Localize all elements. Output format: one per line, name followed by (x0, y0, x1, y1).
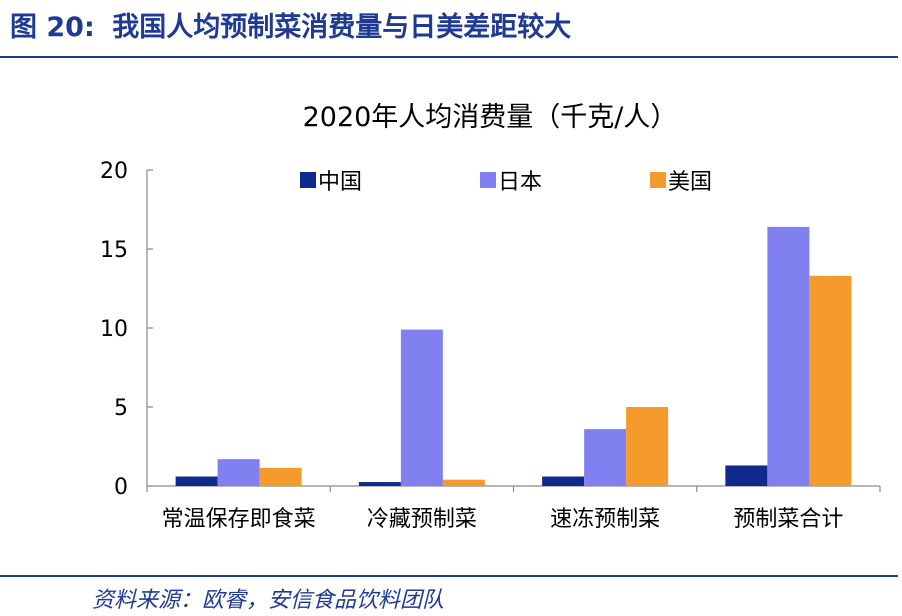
y-tick-label: 20 (100, 159, 128, 184)
x-tick-label: 冷藏预制菜 (367, 507, 477, 532)
y-tick-label: 0 (114, 475, 128, 500)
bottom-divider (0, 575, 898, 577)
figure-label: 图 20: (10, 12, 104, 43)
legend-label: 日本 (498, 170, 542, 195)
bar (358, 482, 401, 486)
x-axis: 常温保存即食菜 冷藏预制菜 速冻预制菜 预制菜合计 (146, 485, 881, 532)
legend-swatch (480, 172, 496, 188)
bar (217, 459, 260, 486)
figure-number: 图 20 (10, 12, 84, 43)
bar (584, 429, 627, 486)
chart-title: 2020年人均消费量（千克/人） (303, 102, 678, 133)
y-axis: 0 5 10 15 20 (100, 159, 153, 500)
bar (626, 407, 669, 486)
bar (259, 467, 302, 486)
bar (442, 479, 485, 486)
y-tick-label: 10 (100, 317, 128, 342)
bar (725, 465, 768, 486)
figure-separator: : (83, 12, 95, 43)
legend-swatch (650, 172, 666, 188)
bar-chart: 2020年人均消费量（千克/人） 中国 日本 美国 0 5 10 15 20 常温保存即食菜… (100, 102, 881, 532)
top-divider (0, 56, 898, 58)
figure-title: 图 20: 我国人均预制菜消费量与日美差距较大 (10, 10, 571, 46)
y-tick-label: 15 (100, 238, 128, 263)
x-tick-label: 预制菜合计 (733, 507, 843, 532)
bar (542, 476, 585, 486)
figure-title-text: 我国人均预制菜消费量与日美差距较大 (112, 12, 572, 43)
bar (175, 476, 218, 486)
legend-label: 美国 (668, 170, 712, 195)
bar (400, 329, 443, 486)
legend-swatch (300, 172, 316, 188)
legend-label: 中国 (318, 170, 362, 195)
chart-legend: 中国 日本 美国 (300, 170, 712, 195)
x-tick-label: 速冻预制菜 (550, 507, 660, 532)
bars (175, 226, 852, 486)
x-tick-label: 常温保存即食菜 (162, 507, 316, 532)
source-note: 资料来源：欧睿，安信食品饮料团队 (92, 588, 445, 613)
y-tick-label: 5 (114, 396, 128, 421)
bar (767, 226, 810, 486)
bar (809, 275, 852, 486)
